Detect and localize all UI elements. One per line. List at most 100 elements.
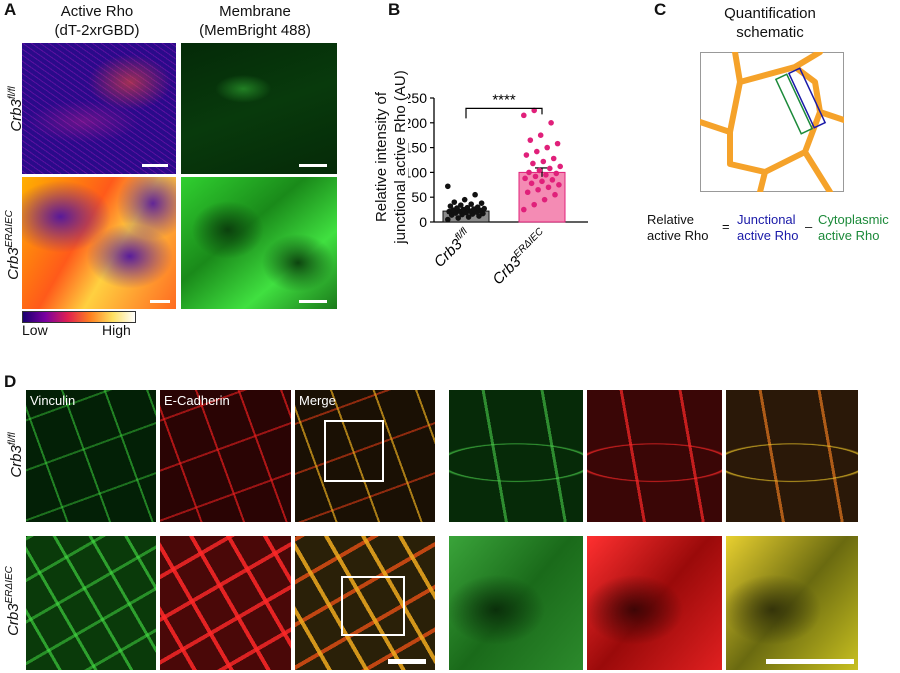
equation-junctional-line1: Junctional bbox=[737, 212, 796, 227]
data-point bbox=[464, 204, 471, 211]
schematic-title: Quantification schematic bbox=[690, 4, 850, 42]
data-point bbox=[540, 158, 547, 165]
schematic-title-line1: Quantification bbox=[724, 5, 816, 22]
y-tick-label: 150 bbox=[408, 140, 427, 156]
panel-label-b: B bbox=[388, 0, 401, 19]
data-point bbox=[537, 132, 544, 138]
equation-cytoplasmic-line2: active Rho bbox=[818, 228, 880, 243]
x-tick-label: Crb3fl/fl bbox=[430, 226, 475, 271]
zoom-region-box bbox=[324, 420, 384, 482]
image-merge-erdiec-zoom bbox=[726, 536, 858, 670]
x-tick-label: Crb3ERΔIEC bbox=[489, 226, 552, 289]
equation-left-line1: Relative bbox=[647, 212, 694, 227]
scale-bar bbox=[150, 300, 170, 303]
zoom-region-box bbox=[341, 576, 405, 636]
schematic-title-line2: schematic bbox=[736, 24, 804, 41]
data-point bbox=[553, 170, 560, 177]
y-axis-title-line1: Relative intensity of bbox=[373, 91, 390, 223]
data-point bbox=[528, 180, 535, 187]
data-point bbox=[468, 201, 474, 207]
data-point bbox=[451, 199, 458, 205]
data-point bbox=[557, 163, 563, 170]
image-ecadherin-erdiec bbox=[160, 536, 291, 670]
col-title-active-rho-line2: (dT-2xrGBD) bbox=[54, 22, 140, 39]
row-label-d-erdiec-sup: ERΔIEC bbox=[4, 566, 15, 604]
significance-bracket: **** bbox=[465, 91, 543, 119]
junctional-roi bbox=[787, 67, 827, 129]
col-title-membrane: Membrane (MemBright 488) bbox=[180, 2, 330, 40]
data-point bbox=[461, 196, 468, 203]
y-axis-title: Relative intensity of junctional active … bbox=[372, 52, 410, 262]
data-point bbox=[541, 196, 548, 203]
data-point bbox=[454, 205, 460, 211]
row-label-a-erdiec-sup: ERΔIEC bbox=[4, 210, 15, 248]
schematic-diagram bbox=[700, 52, 844, 192]
equation-junctional-line2: active Rho bbox=[737, 228, 799, 243]
data-point bbox=[521, 206, 527, 213]
y-tick-label: 0 bbox=[419, 214, 427, 230]
data-point bbox=[550, 155, 557, 162]
image-merge-flfl-zoom bbox=[726, 390, 858, 522]
data-point bbox=[556, 182, 562, 188]
scale-bar bbox=[388, 659, 426, 664]
data-point bbox=[458, 202, 464, 208]
panel-label-d: D bbox=[4, 372, 17, 391]
data-point bbox=[548, 120, 554, 126]
data-point bbox=[474, 204, 481, 210]
cytoplasmic-roi bbox=[774, 73, 814, 135]
data-point bbox=[535, 186, 541, 193]
data-point bbox=[536, 167, 543, 174]
scale-bar bbox=[142, 164, 168, 167]
panel-label-a: A bbox=[4, 0, 17, 19]
data-point bbox=[447, 203, 454, 209]
col-title-active-rho: Active Rho (dT-2xrGBD) bbox=[22, 2, 172, 40]
image-vinculin-erdiec bbox=[26, 536, 156, 670]
image-membrane-erdiec bbox=[181, 177, 337, 309]
channel-label-vinculin: Vinculin bbox=[30, 393, 76, 408]
data-point bbox=[531, 201, 537, 208]
row-label-a-erdiec-base: Crb3 bbox=[5, 247, 22, 280]
row-label-d-flfl-base: Crb3 bbox=[8, 445, 25, 478]
data-point bbox=[445, 216, 451, 223]
bar-chart: 0 50 100 150 200 250 Crb3fl/fl Crb3ERΔIEC **** bbox=[408, 90, 588, 289]
scale-bar bbox=[299, 300, 327, 303]
scale-bar bbox=[299, 164, 327, 167]
data-point bbox=[544, 144, 550, 151]
equation-cytoplasmic-line1: Cytoplasmic bbox=[818, 212, 889, 227]
data-point bbox=[543, 172, 549, 178]
data-point bbox=[522, 175, 528, 182]
equation-minus: – bbox=[805, 219, 813, 234]
channel-label-merge: Merge bbox=[299, 393, 336, 408]
colorbar-high-label: High bbox=[102, 322, 131, 338]
data-point bbox=[465, 214, 472, 220]
image-merge-flfl: Merge bbox=[295, 390, 435, 522]
equation-equals: = bbox=[722, 219, 730, 234]
cell-border bbox=[700, 52, 844, 192]
data-point bbox=[472, 191, 478, 198]
image-vinculin-flfl: Vinculin bbox=[26, 390, 156, 522]
y-tick-label: 100 bbox=[408, 164, 427, 180]
data-point bbox=[552, 191, 558, 198]
data-point bbox=[549, 177, 556, 183]
data-point bbox=[534, 148, 540, 155]
scale-bar bbox=[766, 659, 854, 664]
significance-label: **** bbox=[492, 91, 516, 108]
x-tick-label-sup: ERΔIEC bbox=[512, 226, 547, 261]
equation-junctional: Junctional active Rho bbox=[737, 212, 798, 244]
data-point bbox=[554, 140, 561, 147]
data-point bbox=[445, 183, 451, 190]
data-point bbox=[526, 169, 532, 176]
data-point bbox=[481, 205, 487, 212]
data-point bbox=[527, 137, 534, 143]
data-point bbox=[455, 215, 461, 221]
y-tick-label: 250 bbox=[408, 90, 427, 106]
row-label-d-flfl-sup: fl/fl bbox=[7, 432, 18, 446]
colorbar bbox=[22, 311, 136, 323]
significance-line bbox=[465, 107, 543, 119]
image-ecadherin-flfl-zoom bbox=[587, 390, 722, 522]
image-active-rho-flfl bbox=[22, 43, 176, 174]
y-tick-label: 200 bbox=[408, 115, 427, 131]
data-point bbox=[524, 189, 531, 196]
data-point bbox=[530, 160, 536, 167]
image-ecadherin-flfl: E-Cadherin bbox=[160, 390, 291, 522]
